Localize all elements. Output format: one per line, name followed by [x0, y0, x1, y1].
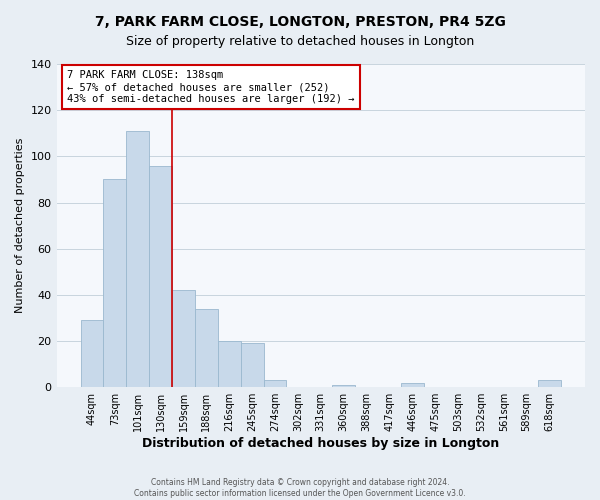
- Text: 7, PARK FARM CLOSE, LONGTON, PRESTON, PR4 5ZG: 7, PARK FARM CLOSE, LONGTON, PRESTON, PR…: [95, 15, 505, 29]
- Text: 7 PARK FARM CLOSE: 138sqm
← 57% of detached houses are smaller (252)
43% of semi: 7 PARK FARM CLOSE: 138sqm ← 57% of detac…: [67, 70, 355, 104]
- Bar: [149, 166, 172, 387]
- Bar: [401, 382, 424, 387]
- Y-axis label: Number of detached properties: Number of detached properties: [15, 138, 25, 314]
- Bar: [127, 131, 149, 387]
- Text: Contains HM Land Registry data © Crown copyright and database right 2024.
Contai: Contains HM Land Registry data © Crown c…: [134, 478, 466, 498]
- Bar: [172, 290, 195, 387]
- Bar: [103, 180, 127, 387]
- Bar: [195, 308, 218, 387]
- Bar: [218, 341, 241, 387]
- Bar: [80, 320, 103, 387]
- Bar: [263, 380, 286, 387]
- Bar: [538, 380, 561, 387]
- X-axis label: Distribution of detached houses by size in Longton: Distribution of detached houses by size …: [142, 437, 499, 450]
- Bar: [332, 385, 355, 387]
- Bar: [241, 344, 263, 387]
- Text: Size of property relative to detached houses in Longton: Size of property relative to detached ho…: [126, 35, 474, 48]
